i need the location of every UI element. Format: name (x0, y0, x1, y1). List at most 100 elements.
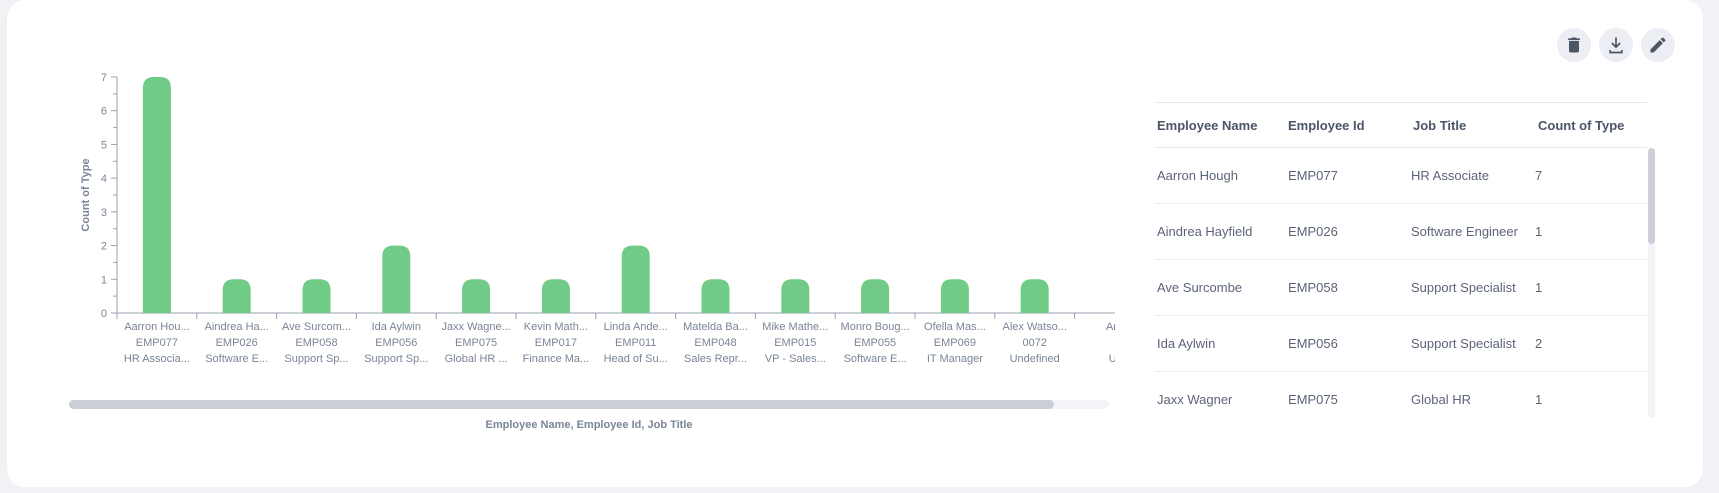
bar (142, 77, 171, 313)
table-row[interactable]: Jaxx Wagner EMP075 Global HR 1 (1155, 372, 1647, 420)
x-tick-label: Kevin Math... (524, 321, 588, 333)
header-count-of-type[interactable]: Count of Type (1538, 117, 1625, 133)
cell-count: 1 (1535, 224, 1543, 239)
x-tick-label: IT Manager (927, 353, 983, 365)
bar (621, 245, 650, 313)
x-tick-label: Jaxx Wagne... (441, 321, 510, 333)
x-tick-label: Undefined (1010, 353, 1060, 365)
cell-employee-name: Ida Aylwin (1157, 336, 1216, 351)
cell-employee-name: Jaxx Wagner (1157, 392, 1233, 407)
cell-employee-id: EMP075 (1288, 392, 1338, 407)
x-tick-label: Mike Mathe... (762, 321, 828, 333)
y-tick-label: 1 (101, 274, 107, 286)
x-tick-label: EMP055 (854, 337, 896, 349)
delete-button[interactable] (1557, 28, 1591, 62)
x-tick-label: EMP017 (535, 337, 577, 349)
x-tick-label: Monro Boug... (841, 321, 910, 333)
x-tick-label: Software E... (844, 353, 907, 365)
chart-horizontal-scrollbar[interactable] (69, 400, 1109, 409)
chart-scroll-thumb[interactable] (69, 400, 1054, 409)
x-tick-label: Finance Ma... (523, 353, 590, 365)
x-tick-label: Aarron Hou... (124, 321, 189, 333)
bar (302, 279, 331, 313)
cell-employee-id: EMP026 (1288, 224, 1338, 239)
x-tick-label: EMP056 (375, 337, 417, 349)
bar (1020, 279, 1049, 313)
x-tick-label: Head of Su... (604, 353, 668, 365)
cell-count: 1 (1535, 280, 1543, 295)
bar-chart: 0 1 2 3 4 5 6 7 Count of Type Aarron Hou... EMP077… (55, 60, 1115, 440)
chart-toolbar (1557, 28, 1675, 62)
cell-employee-name: Ave Surcombe (1157, 280, 1243, 295)
table-row[interactable]: Aindrea Hayfield EMP026 Software Enginee… (1155, 204, 1647, 260)
edit-button[interactable] (1641, 28, 1675, 62)
cell-count: 1 (1535, 392, 1543, 407)
cell-employee-name: Aindrea Hayfield (1157, 224, 1253, 239)
bar (382, 245, 411, 313)
bar (222, 279, 251, 313)
y-tick-label: 2 (101, 241, 107, 253)
bar (940, 279, 969, 313)
bar (541, 279, 570, 313)
cell-count: 7 (1535, 168, 1543, 183)
cell-employee-id: EMP077 (1288, 168, 1338, 183)
x-tick-label: Support Sp... (284, 353, 348, 365)
cell-job-title: HR Associate (1411, 167, 1490, 183)
x-tick-label: Aindrea Ha... (205, 321, 269, 333)
x-tick-label: EMP026 (216, 337, 258, 349)
y-tick-label: 6 (101, 106, 107, 118)
cell-count: 2 (1535, 336, 1543, 351)
cell-employee-name: Aarron Hough (1157, 168, 1238, 183)
y-tick-label: 0 (101, 308, 107, 320)
cell-job-title: Software Engineer (1411, 223, 1518, 239)
x-tick-label: Alex Watso... (1003, 321, 1067, 333)
download-button[interactable] (1599, 28, 1633, 62)
y-axis-title: Count of Type (80, 158, 92, 231)
chart-plot: 0 1 2 3 4 5 6 7 Count of Type Aarron Hou... EMP077… (80, 72, 1115, 365)
x-tick-label: Are (1106, 321, 1115, 333)
x-tick-label: Linda Ande... (604, 321, 668, 333)
x-tick-label: EMP077 (136, 337, 178, 349)
cell-job-title: Global HR (1411, 391, 1471, 407)
header-employee-id[interactable]: Employee Id (1288, 117, 1365, 133)
trash-icon (1568, 37, 1580, 53)
x-tick-label: EMP048 (694, 337, 736, 349)
cell-employee-id: EMP056 (1288, 336, 1338, 351)
table-vertical-scrollbar[interactable] (1648, 148, 1655, 418)
cell-job-title: Support Specialist (1411, 279, 1516, 295)
x-tick-label: Support Sp... (364, 353, 428, 365)
x-tick-label: EMP058 (295, 337, 337, 349)
table-row[interactable]: Ave Surcombe EMP058 Support Specialist 1 (1155, 260, 1647, 316)
header-employee-name[interactable]: Employee Name (1157, 117, 1258, 133)
table-row[interactable]: Aarron Hough EMP077 HR Associate 7 (1155, 148, 1647, 204)
bar (462, 279, 491, 313)
chart-card: 0 1 2 3 4 5 6 7 Count of Type Aarron Hou... EMP077… (7, 0, 1703, 487)
x-tick-label: EMP075 (455, 337, 497, 349)
x-tick-label: EMP015 (774, 337, 816, 349)
y-tick-label: 4 (101, 173, 107, 185)
x-tick-label: Global HR ... (445, 353, 508, 365)
table-scroll-thumb[interactable] (1648, 148, 1655, 244)
x-tick-label: EMP069 (934, 337, 976, 349)
x-axis-title: Employee Name, Employee Id, Job Title (485, 419, 693, 431)
table-header: Employee Name Employee Id Job Title Coun… (1155, 102, 1647, 148)
header-job-title[interactable]: Job Title (1413, 117, 1467, 133)
x-tick-label: VP - Sales... (765, 353, 826, 365)
table-row[interactable]: Ida Aylwin EMP056 Support Specialist 2 (1155, 316, 1647, 372)
x-tick-label: 0072 (1022, 337, 1046, 349)
y-tick-label: 7 (101, 72, 107, 84)
bar (701, 279, 730, 313)
x-tick-label: Ofella Mas... (924, 321, 986, 333)
y-tick-label: 3 (101, 207, 107, 219)
download-icon (1609, 37, 1623, 54)
pencil-icon (1650, 37, 1666, 53)
x-tick-label: Ur (1109, 353, 1115, 365)
x-tick-label: HR Associa... (124, 353, 190, 365)
x-tick-label: Software E... (205, 353, 268, 365)
cell-employee-id: EMP058 (1288, 280, 1338, 295)
data-table: Employee Name Employee Id Job Title Coun… (1155, 102, 1655, 420)
bar (861, 279, 890, 313)
x-tick-label: Ida Aylwin (372, 321, 421, 333)
bar (781, 279, 810, 313)
table-body: Aarron Hough EMP077 HR Associate 7 Aindr… (1155, 148, 1647, 420)
